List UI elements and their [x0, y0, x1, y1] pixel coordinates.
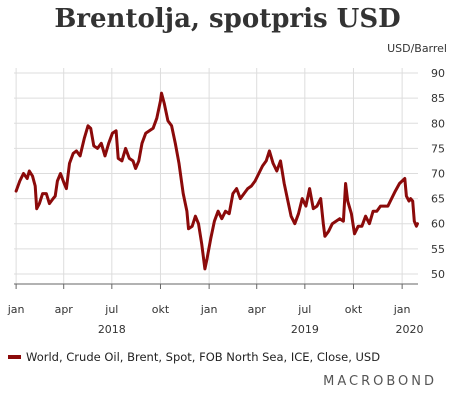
legend: World, Crude Oil, Brent, Spot, FOB North…: [8, 350, 380, 364]
y-tick-label: 90: [431, 67, 445, 80]
year-label: 2018: [98, 323, 126, 336]
tick-labels: 50 55 60 65 70 75 80 85 90 jan apr jul okt jan apr jul o…: [7, 42, 447, 336]
x-tick-label: jul: [104, 303, 118, 316]
axes: [14, 283, 418, 289]
y-tick-label: 85: [431, 92, 445, 105]
x-tick-label: jan: [393, 303, 411, 316]
y-tick-label: 60: [431, 218, 445, 231]
series-layer: [14, 91, 419, 271]
year-label: 2020: [396, 323, 424, 336]
legend-label: World, Crude Oil, Brent, Spot, FOB North…: [26, 350, 381, 364]
x-tick-label: jul: [297, 303, 311, 316]
x-tick-label: okt: [345, 303, 363, 316]
x-tick-label: jan: [7, 303, 25, 316]
y-tick-label: 75: [431, 142, 445, 155]
x-tick-label: okt: [152, 303, 170, 316]
y-tick-label: 65: [431, 193, 445, 206]
y-tick-label: 55: [431, 243, 445, 256]
year-label: 2019: [291, 323, 319, 336]
x-tick-label: jan: [200, 303, 218, 316]
series-line: [14, 91, 419, 271]
unit-label: USD/Barrel: [387, 42, 447, 55]
brand-logo: MACROBOND: [323, 374, 437, 389]
y-tick-label: 80: [431, 117, 445, 130]
x-tick-label: apr: [55, 303, 74, 316]
y-tick-label: 50: [431, 268, 445, 281]
chart-title: Brentolja, spotpris USD: [54, 4, 401, 34]
y-tick-label: 70: [431, 167, 445, 180]
x-tick-label: apr: [248, 303, 267, 316]
legend-swatch: [8, 355, 21, 359]
grid-lines: [14, 68, 418, 284]
